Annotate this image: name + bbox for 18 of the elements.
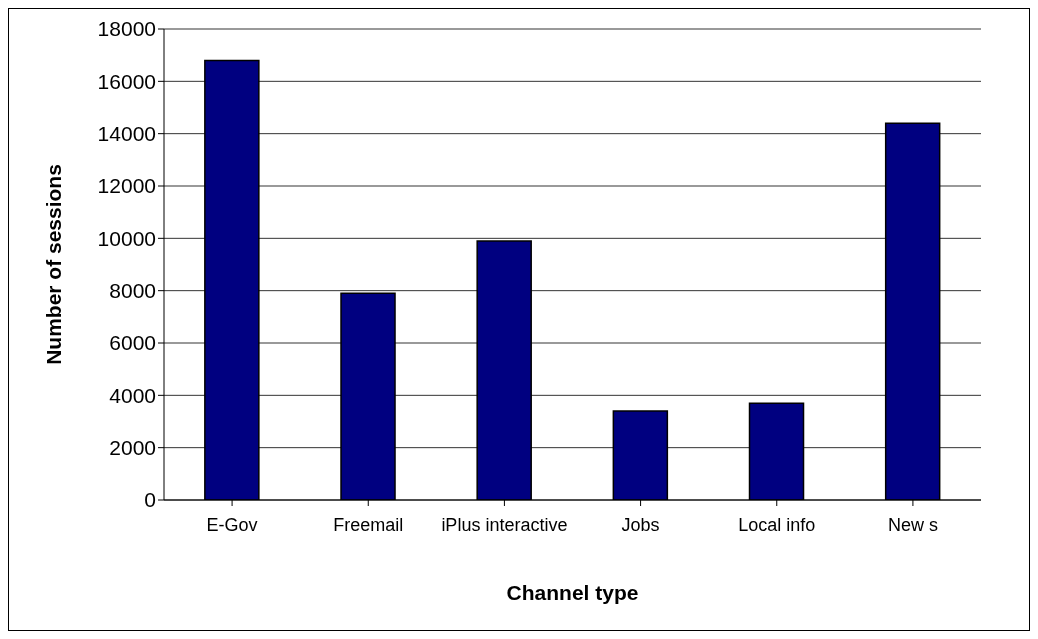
x-tick-label: Jobs <box>621 514 660 535</box>
y-tick-label: 12000 <box>97 174 156 198</box>
x-axis-title: Channel type <box>506 581 639 604</box>
y-tick-label: 8000 <box>109 279 156 303</box>
x-tick-label: Local info <box>738 514 816 535</box>
y-tick-label: 6000 <box>109 331 156 355</box>
x-tick-label: Freemail <box>333 514 404 535</box>
y-axis-title: Number of sessions <box>42 164 66 365</box>
x-tick-label: iPlus interactive <box>441 514 568 535</box>
y-tick-label: 18000 <box>97 17 156 41</box>
y-tick-label: 10000 <box>97 226 156 250</box>
y-tick-label: 2000 <box>109 436 156 460</box>
y-tick-label: 0 <box>144 488 156 512</box>
y-tick-label: 14000 <box>97 122 156 146</box>
y-tick-label: 4000 <box>109 383 156 407</box>
x-tick-label: New s <box>887 514 938 535</box>
y-tick-label: 16000 <box>97 69 156 93</box>
x-tick-label: E-Gov <box>206 514 258 535</box>
